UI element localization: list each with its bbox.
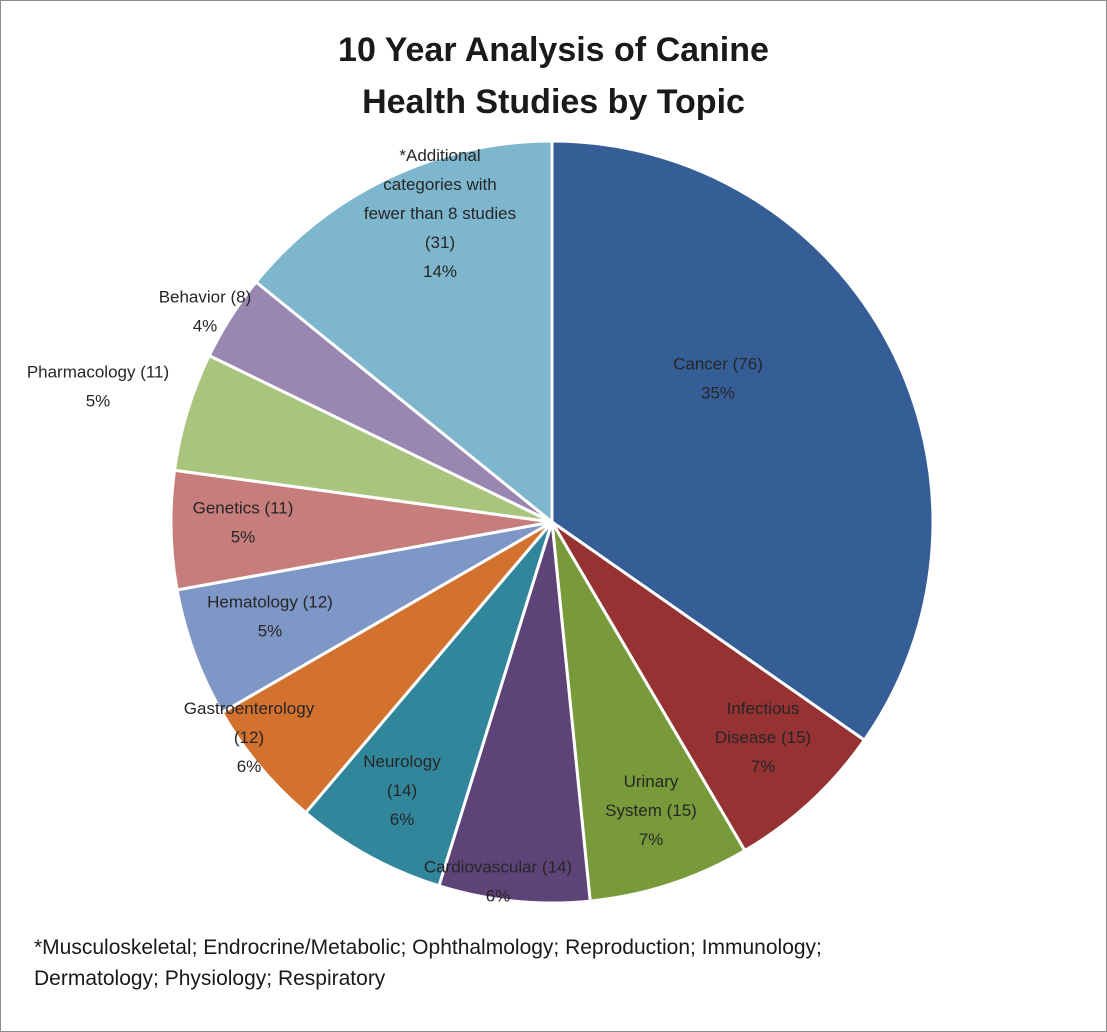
footnote-line-2: Dermatology; Physiology; Respiratory bbox=[34, 967, 386, 990]
pie-label-line: 7% bbox=[639, 830, 664, 849]
pie-slice-gastroenterology bbox=[220, 520, 554, 815]
pie-label-pharmacology: Pharmacology (11) 5% bbox=[27, 363, 169, 411]
pie-label-line: 7% bbox=[751, 757, 776, 776]
pie-label-neurology: Neurology (14) 6% bbox=[363, 752, 441, 829]
pie-label-line: categories with bbox=[383, 175, 496, 194]
footnote: *Musculoskeletal; Endrocrine/Metabolic; … bbox=[34, 932, 1074, 994]
pie-label-hematology: Hematology (12) 5% bbox=[207, 593, 333, 641]
pie-label-line: 6% bbox=[237, 757, 262, 776]
pie-label-infectious-disease: Infectious Disease (15) 7% bbox=[715, 699, 811, 776]
pie-label-line: 6% bbox=[486, 887, 511, 906]
pie-label-line: Neurology bbox=[363, 752, 441, 771]
chart-title-line-1: 10 Year Analysis of Canine bbox=[338, 31, 769, 69]
pie-label-line: (12) bbox=[234, 728, 264, 747]
pie-slices bbox=[169, 139, 935, 905]
pie-slice-additional-categories-with-fewer-than-8-studies bbox=[254, 139, 554, 524]
pie-label-line: 5% bbox=[231, 528, 256, 547]
pie-label-line: Cancer (76) bbox=[673, 355, 763, 374]
pie-label-line: 4% bbox=[193, 317, 218, 336]
pie-slice-cancer bbox=[550, 139, 935, 742]
pie-label-line: Urinary bbox=[624, 772, 679, 791]
pie-label-line: (31) bbox=[425, 233, 455, 252]
pie-label-line: Disease (15) bbox=[715, 728, 811, 747]
pie-label-line: Genetics (11) bbox=[193, 499, 294, 518]
pie-slice-hematology bbox=[175, 520, 554, 714]
pie-label-line: fewer than 8 studies bbox=[364, 204, 516, 223]
pie-label-line: 5% bbox=[86, 392, 111, 411]
pie-label-line: Hematology (12) bbox=[207, 593, 333, 612]
pie-label-line: Infectious bbox=[727, 699, 800, 718]
pie-label-line: 35% bbox=[701, 384, 735, 403]
pie-label-gastroenterology: Gastroenterology (12) 6% bbox=[184, 699, 315, 776]
pie-slice-cardiovascular bbox=[437, 520, 592, 905]
pie-slice-urinary-system bbox=[550, 520, 747, 903]
pie-label-urinary-system: Urinary System (15) 7% bbox=[605, 772, 697, 849]
pie-label-line: Gastroenterology bbox=[184, 699, 315, 718]
pie-label-cancer: Cancer (76) 35% bbox=[673, 355, 763, 403]
footnote-line-1: *Musculoskeletal; Endrocrine/Metabolic; … bbox=[34, 936, 822, 959]
pie-label-line: 6% bbox=[390, 810, 415, 829]
pie-label-line: 5% bbox=[258, 622, 283, 641]
chart-title-line-2: Health Studies by Topic bbox=[362, 83, 745, 121]
pie-label-line: 14% bbox=[423, 262, 457, 281]
pie-label-line: Pharmacology (11) bbox=[27, 363, 169, 382]
pie-slice-infectious-disease bbox=[550, 520, 866, 853]
pie-label-line: Behavior (8) bbox=[159, 288, 252, 307]
pie-label-line: (14) bbox=[387, 781, 417, 800]
pie-label-line: System (15) bbox=[605, 801, 697, 820]
pie-label-line: Cardiovascular (14) bbox=[424, 858, 572, 877]
pie-label-genetics: Genetics (11) 5% bbox=[193, 499, 294, 547]
pie-label-line: *Additional bbox=[399, 146, 480, 165]
pie-label-behavior: Behavior (8) 4% bbox=[159, 288, 252, 336]
chart-title: 10 Year Analysis of Canine Health Studie… bbox=[0, 24, 1107, 128]
pie-label-cardiovascular: Cardiovascular (14) 6% bbox=[424, 858, 572, 906]
pie-label-additional-categories-with-fewer-than-8-studies: *Additional categories with fewer than 8 s… bbox=[364, 146, 516, 281]
pie-labels: Cancer (76) 35%Infectious Disease (15) 7%Ur… bbox=[27, 146, 811, 906]
pie-slice-neurology bbox=[304, 520, 554, 888]
